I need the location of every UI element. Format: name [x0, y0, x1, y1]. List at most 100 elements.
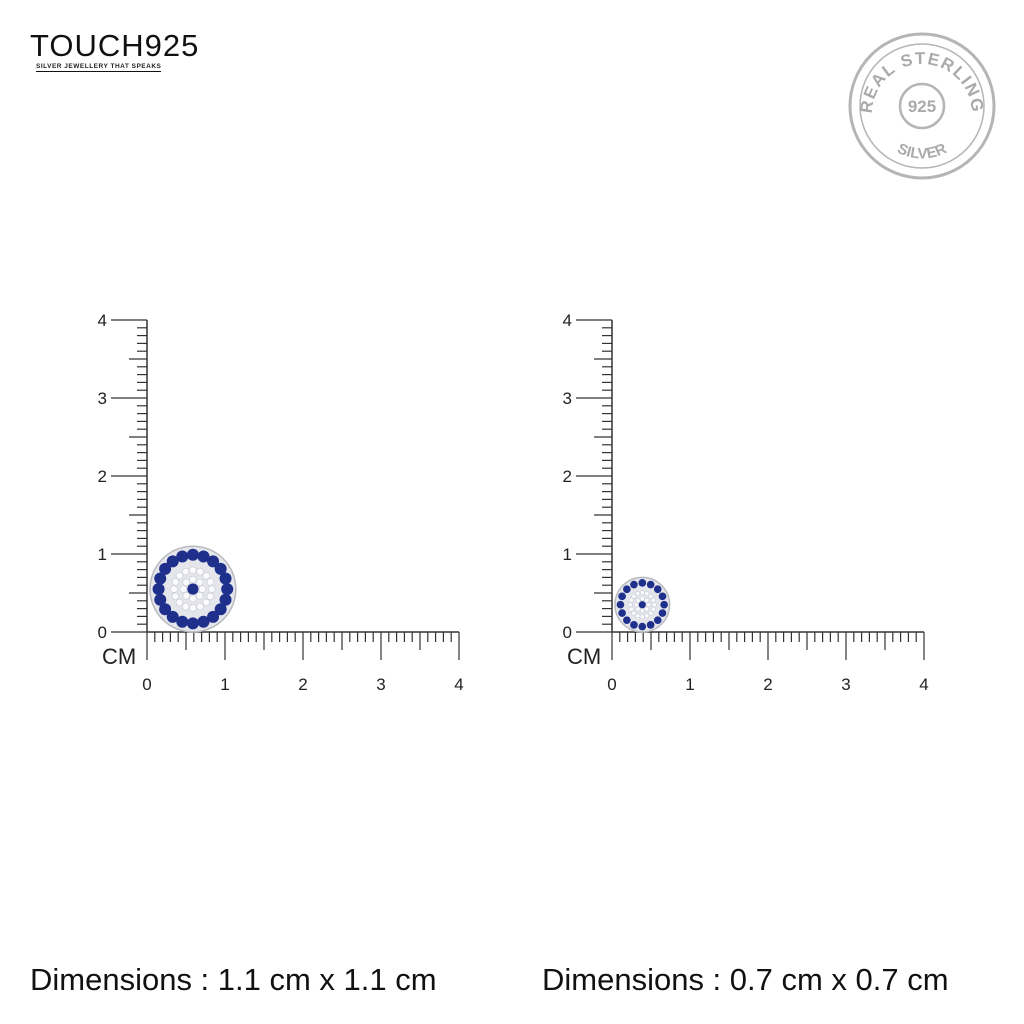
sapphire-stone — [214, 562, 227, 575]
brand-logo: TOUCH925 — [30, 28, 200, 63]
y-tick-label: 4 — [563, 311, 572, 330]
sapphire-stone — [221, 583, 234, 596]
cz-stone — [181, 602, 190, 611]
dimensions-caption-left: Dimensions : 1.1 cm x 1.1 cm — [30, 962, 437, 997]
sterling-seal: REAL STERLING SILVER 925 — [848, 32, 996, 180]
cz-stone — [644, 606, 650, 612]
cz-stone — [182, 578, 190, 587]
cz-stone — [195, 592, 204, 600]
cz-stone — [635, 606, 641, 612]
cz-stone — [175, 572, 184, 580]
x-tick-label: 4 — [919, 675, 928, 694]
sapphire-stone — [618, 609, 626, 617]
sapphire-stone — [618, 592, 626, 601]
sapphire-stone — [638, 622, 647, 631]
x-tick-label: 2 — [763, 675, 772, 694]
sapphire-stone — [219, 572, 232, 585]
sapphire-stone — [176, 615, 189, 628]
cz-stone — [206, 592, 215, 601]
y-tick-label: 4 — [98, 311, 107, 330]
x-tick-label: 2 — [298, 675, 307, 694]
cz-stone — [181, 567, 190, 576]
x-tick-label: 1 — [685, 675, 694, 694]
cz-stone — [651, 602, 657, 608]
cz-stone — [196, 567, 204, 576]
sapphire-stone — [646, 580, 655, 589]
sapphire-stone — [154, 593, 167, 606]
svg-text:SILVER: SILVER — [895, 140, 950, 162]
cz-stone — [202, 598, 210, 607]
x-tick-label: 0 — [607, 675, 616, 694]
cz-stone — [639, 596, 645, 602]
cz-stone — [631, 593, 637, 599]
sapphire-stone — [207, 555, 220, 568]
sapphire-stone — [653, 616, 662, 624]
sapphire-stone — [219, 593, 232, 606]
cz-stone — [635, 613, 641, 619]
sapphire-stone — [197, 550, 210, 563]
sapphire-stone — [214, 603, 227, 616]
cz-stone — [206, 578, 215, 586]
cz-stone — [628, 606, 634, 612]
ruler-left: 0 0 1 1 2 2 3 3 4 4 CM — [98, 311, 464, 694]
seal-center-text: 925 — [908, 97, 936, 116]
cz-stone — [635, 597, 641, 603]
y-tick-label: 1 — [98, 545, 107, 564]
cz-stone — [639, 614, 645, 620]
dimensions-caption-right: Dimensions : 0.7 cm x 0.7 cm — [542, 962, 949, 997]
cz-stone — [648, 593, 654, 599]
center-sapphire — [638, 601, 646, 609]
cz-stone — [198, 585, 207, 593]
sapphire-stone — [616, 600, 625, 609]
sapphire-stone — [166, 555, 179, 568]
cz-stone — [208, 585, 216, 593]
cz-stone — [171, 592, 180, 601]
seal-center-ring — [898, 82, 946, 130]
y-tick-label: 3 — [563, 389, 572, 408]
sapphire-stone — [186, 617, 199, 630]
cz-stone — [644, 613, 650, 619]
earring-image — [614, 576, 671, 633]
x-tick-label: 3 — [376, 675, 385, 694]
unit-label: CM — [567, 644, 601, 669]
cz-stone — [170, 585, 178, 593]
brand-tagline: SILVER JEWELLERY THAT SPEAKS — [36, 63, 162, 72]
x-tick-label: 3 — [841, 675, 850, 694]
sapphire-stone — [154, 572, 167, 585]
cz-stone — [189, 604, 197, 612]
cz-stone — [627, 602, 633, 608]
y-tick-label: 1 — [563, 545, 572, 564]
cz-stone — [644, 591, 650, 597]
cz-stone — [650, 597, 656, 603]
sapphire-stone — [658, 609, 667, 617]
earring-image — [149, 545, 237, 633]
sapphire-stone — [653, 585, 662, 594]
center-sapphire — [187, 583, 199, 595]
y-tick-label: 2 — [563, 467, 572, 486]
sapphire-stone — [646, 621, 655, 629]
sapphire-stone — [623, 585, 631, 594]
sapphire-stone — [623, 616, 631, 624]
cz-stone — [189, 575, 197, 584]
unit-label: CM — [102, 644, 136, 669]
cz-stone — [202, 572, 210, 580]
y-tick-label: 0 — [563, 623, 572, 642]
cz-stone — [644, 597, 650, 603]
y-tick-label: 2 — [98, 467, 107, 486]
y-tick-label: 3 — [98, 389, 107, 408]
seal-inner-ring — [859, 43, 985, 169]
seal-bottom-text: SILVER — [895, 140, 950, 162]
cz-stone — [196, 602, 204, 611]
sapphire-stone — [630, 621, 638, 629]
cz-stone — [650, 606, 656, 612]
sapphire-stone — [159, 603, 172, 616]
sapphire-stone — [176, 550, 189, 563]
sapphire-stone — [166, 610, 179, 623]
sapphire-stone — [207, 610, 220, 623]
cz-stone — [635, 591, 641, 597]
cz-stone — [628, 597, 634, 603]
cz-stone — [195, 578, 204, 587]
cz-stone — [645, 602, 651, 608]
sapphire-stone — [152, 583, 165, 596]
